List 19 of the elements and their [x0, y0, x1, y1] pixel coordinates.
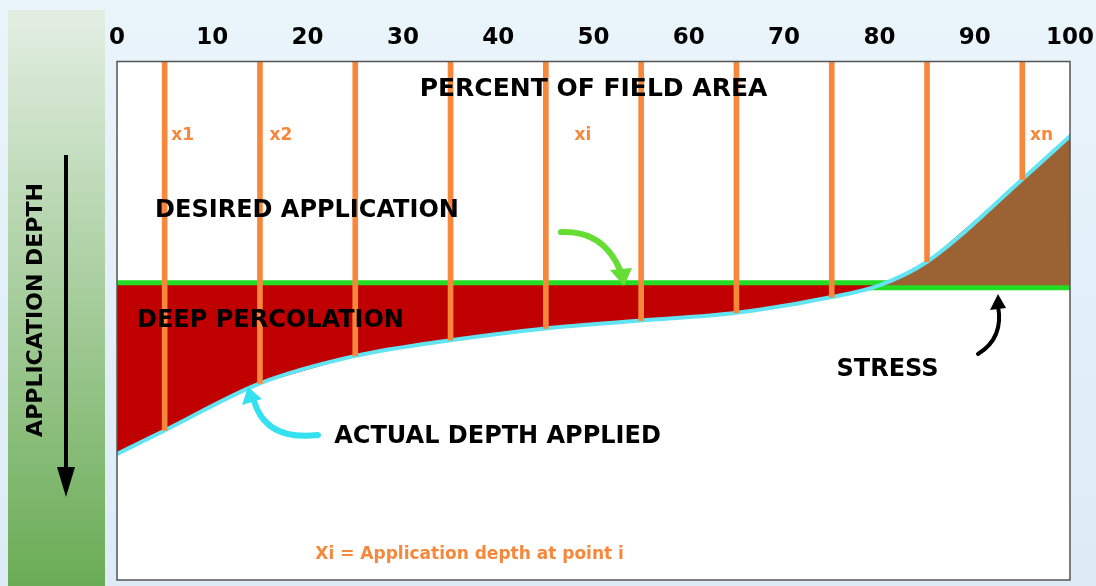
x-tick-label: 70: [768, 22, 801, 49]
x-tick-label: 80: [863, 22, 896, 49]
x-tick-label: 40: [482, 22, 515, 49]
x-tick-label: 60: [672, 22, 705, 49]
x-tick-label: 90: [958, 22, 991, 49]
x-tick-label: 10: [196, 22, 229, 49]
annotation: x2: [269, 124, 293, 145]
annotation: STRESS: [836, 353, 939, 382]
x-tick-label: 50: [577, 22, 610, 49]
annotation: ACTUAL DEPTH APPLIED: [334, 420, 661, 449]
x-tick-label: 0: [108, 22, 126, 49]
y-axis-title: APPLICATION DEPTH: [21, 183, 47, 437]
text: Xi = Application depth at point i: [315, 542, 624, 563]
annotation: xn: [1029, 124, 1054, 145]
annotation: x1: [171, 124, 195, 145]
x-tick-label: 100: [1045, 22, 1094, 49]
annotation: xi: [574, 124, 592, 145]
x-tick-label: 30: [386, 22, 419, 49]
x-tick-label: 20: [291, 22, 324, 49]
